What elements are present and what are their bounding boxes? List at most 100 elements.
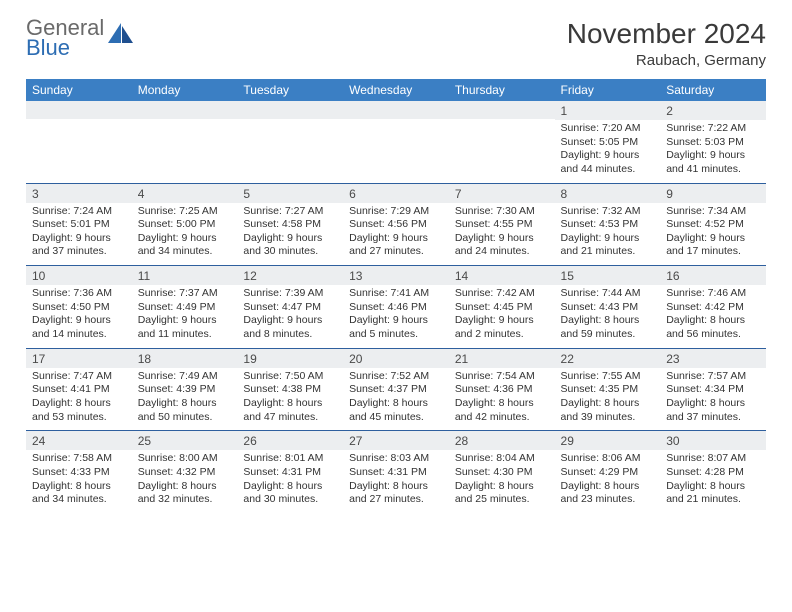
calendar-day-cell: 21Sunrise: 7:54 AMSunset: 4:36 PMDayligh… (449, 348, 555, 431)
calendar-day-cell: 19Sunrise: 7:50 AMSunset: 4:38 PMDayligh… (237, 348, 343, 431)
day-number: 27 (343, 431, 449, 450)
calendar-day-cell: 15Sunrise: 7:44 AMSunset: 4:43 PMDayligh… (555, 266, 661, 349)
calendar-day-cell: 1Sunrise: 7:20 AMSunset: 5:05 PMDaylight… (555, 101, 661, 183)
sunrise-text: Sunrise: 8:07 AM (666, 452, 760, 466)
calendar-day-cell: 18Sunrise: 7:49 AMSunset: 4:39 PMDayligh… (132, 348, 238, 431)
sunset-text: Sunset: 4:38 PM (243, 383, 337, 397)
sunset-text: Sunset: 4:47 PM (243, 301, 337, 315)
sunset-text: Sunset: 4:39 PM (138, 383, 232, 397)
day-details: Sunrise: 7:42 AMSunset: 4:45 PMDaylight:… (449, 285, 555, 348)
day-number (449, 101, 555, 119)
sunset-text: Sunset: 4:49 PM (138, 301, 232, 315)
sunrise-text: Sunrise: 8:00 AM (138, 452, 232, 466)
sunset-text: Sunset: 4:34 PM (666, 383, 760, 397)
daylight-text: Daylight: 8 hours and 34 minutes. (32, 480, 126, 507)
day-details: Sunrise: 7:30 AMSunset: 4:55 PMDaylight:… (449, 203, 555, 266)
day-number (343, 101, 449, 119)
sunrise-text: Sunrise: 7:58 AM (32, 452, 126, 466)
weekday-header: Friday (555, 79, 661, 101)
calendar-page: General Blue November 2024 Raubach, Germ… (0, 0, 792, 513)
calendar-week-row: 24Sunrise: 7:58 AMSunset: 4:33 PMDayligh… (26, 431, 766, 513)
sunrise-text: Sunrise: 7:34 AM (666, 205, 760, 219)
calendar-day-cell: 9Sunrise: 7:34 AMSunset: 4:52 PMDaylight… (660, 183, 766, 266)
day-number: 11 (132, 266, 238, 285)
day-details: Sunrise: 7:58 AMSunset: 4:33 PMDaylight:… (26, 450, 132, 513)
daylight-text: Daylight: 9 hours and 44 minutes. (561, 149, 655, 176)
daylight-text: Daylight: 9 hours and 17 minutes. (666, 232, 760, 259)
day-details: Sunrise: 8:07 AMSunset: 4:28 PMDaylight:… (660, 450, 766, 513)
calendar-day-cell: 5Sunrise: 7:27 AMSunset: 4:58 PMDaylight… (237, 183, 343, 266)
day-number: 7 (449, 184, 555, 203)
brand-word-2: Blue (26, 35, 70, 60)
daylight-text: Daylight: 8 hours and 42 minutes. (455, 397, 549, 424)
sunrise-text: Sunrise: 7:44 AM (561, 287, 655, 301)
weekday-header: Wednesday (343, 79, 449, 101)
daylight-text: Daylight: 8 hours and 21 minutes. (666, 480, 760, 507)
page-title: November 2024 (567, 18, 766, 50)
sunset-text: Sunset: 4:42 PM (666, 301, 760, 315)
daylight-text: Daylight: 9 hours and 8 minutes. (243, 314, 337, 341)
day-details: Sunrise: 8:04 AMSunset: 4:30 PMDaylight:… (449, 450, 555, 513)
daylight-text: Daylight: 8 hours and 39 minutes. (561, 397, 655, 424)
day-number: 30 (660, 431, 766, 450)
calendar-week-row: 10Sunrise: 7:36 AMSunset: 4:50 PMDayligh… (26, 266, 766, 349)
sunrise-text: Sunrise: 7:49 AM (138, 370, 232, 384)
sunrise-text: Sunrise: 7:47 AM (32, 370, 126, 384)
daylight-text: Daylight: 8 hours and 30 minutes. (243, 480, 337, 507)
day-number: 2 (660, 101, 766, 120)
sunset-text: Sunset: 4:58 PM (243, 218, 337, 232)
daylight-text: Daylight: 9 hours and 27 minutes. (349, 232, 443, 259)
sunrise-text: Sunrise: 7:54 AM (455, 370, 549, 384)
sunset-text: Sunset: 4:45 PM (455, 301, 549, 315)
daylight-text: Daylight: 9 hours and 30 minutes. (243, 232, 337, 259)
calendar-week-row: 17Sunrise: 7:47 AMSunset: 4:41 PMDayligh… (26, 348, 766, 431)
sunrise-text: Sunrise: 8:06 AM (561, 452, 655, 466)
day-number: 10 (26, 266, 132, 285)
calendar-day-cell (132, 101, 238, 183)
day-number: 23 (660, 349, 766, 368)
daylight-text: Daylight: 8 hours and 59 minutes. (561, 314, 655, 341)
calendar-day-cell: 25Sunrise: 8:00 AMSunset: 4:32 PMDayligh… (132, 431, 238, 513)
day-number (237, 101, 343, 119)
page-subtitle: Raubach, Germany (567, 52, 766, 69)
weekday-header: Saturday (660, 79, 766, 101)
sunrise-text: Sunrise: 7:39 AM (243, 287, 337, 301)
daylight-text: Daylight: 9 hours and 11 minutes. (138, 314, 232, 341)
calendar-grid: Sunday Monday Tuesday Wednesday Thursday… (26, 79, 766, 513)
day-number: 21 (449, 349, 555, 368)
day-number: 16 (660, 266, 766, 285)
day-number: 22 (555, 349, 661, 368)
sunset-text: Sunset: 5:05 PM (561, 136, 655, 150)
sunrise-text: Sunrise: 7:20 AM (561, 122, 655, 136)
calendar-day-cell: 12Sunrise: 7:39 AMSunset: 4:47 PMDayligh… (237, 266, 343, 349)
sunset-text: Sunset: 4:50 PM (32, 301, 126, 315)
day-details: Sunrise: 7:37 AMSunset: 4:49 PMDaylight:… (132, 285, 238, 348)
day-number: 14 (449, 266, 555, 285)
calendar-day-cell (26, 101, 132, 183)
sunset-text: Sunset: 4:55 PM (455, 218, 549, 232)
day-number: 8 (555, 184, 661, 203)
day-details: Sunrise: 8:00 AMSunset: 4:32 PMDaylight:… (132, 450, 238, 513)
sunrise-text: Sunrise: 7:32 AM (561, 205, 655, 219)
brand-text: General Blue (26, 18, 104, 58)
day-details: Sunrise: 7:46 AMSunset: 4:42 PMDaylight:… (660, 285, 766, 348)
daylight-text: Daylight: 9 hours and 24 minutes. (455, 232, 549, 259)
daylight-text: Daylight: 9 hours and 21 minutes. (561, 232, 655, 259)
day-number: 6 (343, 184, 449, 203)
calendar-day-cell: 10Sunrise: 7:36 AMSunset: 4:50 PMDayligh… (26, 266, 132, 349)
day-details: Sunrise: 7:57 AMSunset: 4:34 PMDaylight:… (660, 368, 766, 431)
day-details: Sunrise: 7:41 AMSunset: 4:46 PMDaylight:… (343, 285, 449, 348)
calendar-day-cell: 27Sunrise: 8:03 AMSunset: 4:31 PMDayligh… (343, 431, 449, 513)
day-details: Sunrise: 7:44 AMSunset: 4:43 PMDaylight:… (555, 285, 661, 348)
calendar-day-cell: 3Sunrise: 7:24 AMSunset: 5:01 PMDaylight… (26, 183, 132, 266)
day-number: 13 (343, 266, 449, 285)
sunrise-text: Sunrise: 7:22 AM (666, 122, 760, 136)
calendar-day-cell: 14Sunrise: 7:42 AMSunset: 4:45 PMDayligh… (449, 266, 555, 349)
day-number: 20 (343, 349, 449, 368)
day-details: Sunrise: 7:55 AMSunset: 4:35 PMDaylight:… (555, 368, 661, 431)
calendar-day-cell: 20Sunrise: 7:52 AMSunset: 4:37 PMDayligh… (343, 348, 449, 431)
day-number: 29 (555, 431, 661, 450)
weekday-header: Sunday (26, 79, 132, 101)
day-number: 24 (26, 431, 132, 450)
sunset-text: Sunset: 5:01 PM (32, 218, 126, 232)
